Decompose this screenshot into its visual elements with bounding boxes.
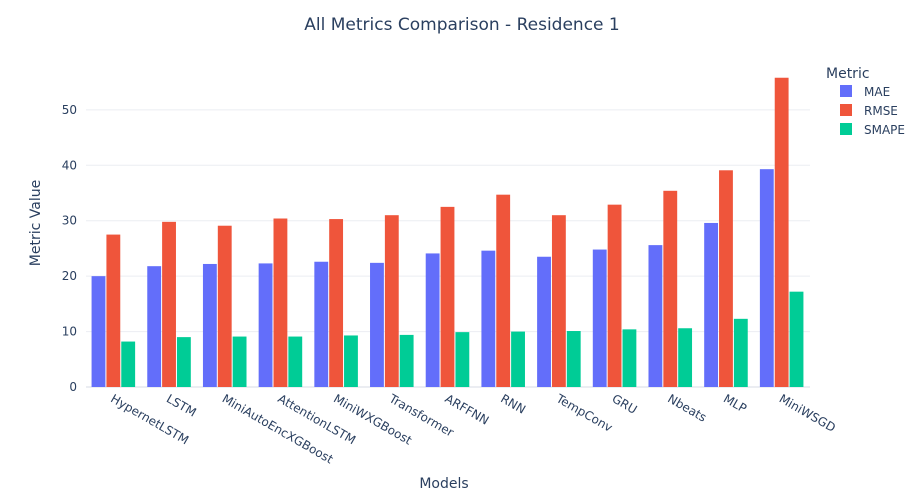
x-tick-label: MiniWSGD <box>777 391 838 434</box>
bar-rmse-arffnn[interactable] <box>440 206 455 387</box>
bar-smape-lstm[interactable] <box>176 337 191 387</box>
bar-smape-hypernetlstm[interactable] <box>121 341 136 387</box>
y-tick-label: 40 <box>62 158 77 172</box>
y-tick-label: 20 <box>62 269 77 283</box>
bar-rmse-miniwxgboost[interactable] <box>329 219 344 387</box>
bar-smape-mlp[interactable] <box>733 318 748 387</box>
bar-mae-lstm[interactable] <box>147 266 162 387</box>
bar-rmse-transformer[interactable] <box>384 215 399 387</box>
x-tick-label: RNN <box>498 391 528 416</box>
x-tick-label: LSTM <box>164 391 199 419</box>
bar-mae-miniautoencxgboost[interactable] <box>202 263 217 387</box>
bar-rmse-rnn[interactable] <box>496 194 511 387</box>
legend[interactable]: MAE RMSE SMAPE <box>840 85 905 137</box>
x-axis-title: Models <box>419 476 468 492</box>
bar-smape-miniwxgboost[interactable] <box>344 335 358 387</box>
chart-title: All Metrics Comparison - Residence 1 <box>304 15 619 35</box>
bar-smape-miniwsgd[interactable] <box>789 291 804 387</box>
legend-swatch <box>840 123 852 135</box>
bar-mae-arffnn[interactable] <box>425 253 440 387</box>
legend-swatch <box>840 104 852 116</box>
y-tick-label: 30 <box>62 214 77 228</box>
bar-rmse-miniwsgd[interactable] <box>774 77 789 388</box>
bar-rmse-lstm[interactable] <box>162 221 176 387</box>
bar-rmse-attentionlstm[interactable] <box>273 218 288 387</box>
bar-smape-rnn[interactable] <box>511 331 525 387</box>
y-axis-ticks: 0 10 20 30 40 50 <box>62 103 77 394</box>
y-tick-label: 50 <box>62 103 77 117</box>
legend-label: MAE <box>864 85 890 99</box>
bar-mae-miniwsgd[interactable] <box>759 169 774 387</box>
legend-item-smape[interactable]: SMAPE <box>840 123 905 137</box>
bar-mae-attentionlstm[interactable] <box>258 263 273 387</box>
y-axis-title: Metric Value <box>28 180 44 266</box>
x-tick-label: Nbeats <box>665 391 709 424</box>
bar-rmse-tempconv[interactable] <box>551 215 566 387</box>
bar-smape-tempconv[interactable] <box>566 331 581 387</box>
bar-smape-nbeats[interactable] <box>678 328 693 387</box>
bar-rmse-hypernetlstm[interactable] <box>106 234 121 387</box>
x-tick-label: MLP <box>721 391 749 415</box>
legend-swatch <box>840 85 852 97</box>
y-tick-label: 0 <box>69 380 77 394</box>
legend-item-mae[interactable]: MAE <box>840 85 890 99</box>
bar-rmse-mlp[interactable] <box>719 170 733 387</box>
bar-mae-miniwxgboost[interactable] <box>314 261 329 387</box>
bar-mae-mlp[interactable] <box>704 222 719 387</box>
x-tick-label: TempConv <box>553 391 615 435</box>
x-tick-label: GRU <box>610 391 640 416</box>
bar-smape-transformer[interactable] <box>399 334 414 387</box>
bar-smape-miniautoencxgboost[interactable] <box>232 336 247 387</box>
legend-label: SMAPE <box>864 123 905 137</box>
bar-rmse-nbeats[interactable] <box>663 190 678 387</box>
bar-mae-nbeats[interactable] <box>648 245 663 387</box>
bars <box>91 77 804 388</box>
bar-mae-rnn[interactable] <box>481 250 496 387</box>
bar-rmse-miniautoencxgboost[interactable] <box>217 225 232 387</box>
y-tick-label: 10 <box>62 325 77 339</box>
bar-rmse-gru[interactable] <box>607 204 622 387</box>
legend-title: Metric <box>826 66 870 82</box>
legend-item-rmse[interactable]: RMSE <box>840 104 898 118</box>
bar-smape-gru[interactable] <box>622 329 637 387</box>
bar-mae-gru[interactable] <box>592 249 607 387</box>
bar-smape-attentionlstm[interactable] <box>288 336 303 387</box>
bar-mae-hypernetlstm[interactable] <box>91 276 106 387</box>
bar-smape-arffnn[interactable] <box>455 332 470 387</box>
bar-mae-transformer[interactable] <box>370 262 384 387</box>
x-tick-label: ARFFNN <box>443 391 492 427</box>
legend-label: RMSE <box>864 104 898 118</box>
bar-mae-tempconv[interactable] <box>537 256 551 387</box>
